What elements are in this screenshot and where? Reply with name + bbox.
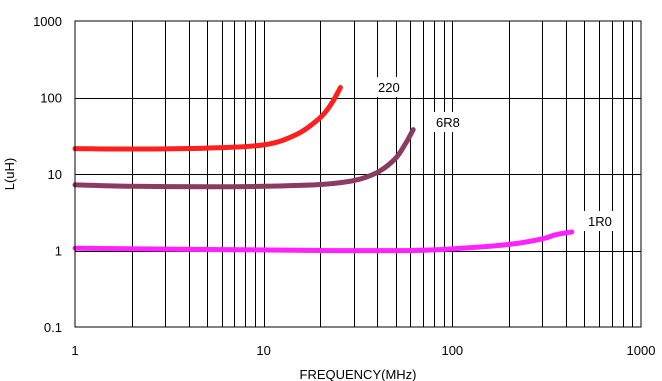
series-label-text: 6R8 [436, 115, 460, 130]
y-tick-label: 100 [40, 91, 62, 106]
y-tick-label: 0.1 [44, 320, 62, 335]
series-label-220: 220 [373, 77, 407, 97]
grid [75, 21, 641, 327]
x-tick-label: 1 [71, 343, 78, 358]
x-axis-label: FREQUENCY(MHz) [300, 367, 417, 381]
x-tick-label: 1000 [627, 343, 656, 358]
x-tick-label: 10 [256, 343, 270, 358]
x-tick-label: 100 [441, 343, 463, 358]
series-line-220 [72, 85, 343, 152]
series-label-text: 220 [378, 80, 400, 95]
y-tick-label: 10 [48, 167, 62, 182]
series-label-text: 1R0 [588, 214, 612, 229]
series-label-1r0: 1R0 [583, 211, 617, 231]
x-tick-labels: 1 10 100 1000 [71, 343, 655, 358]
series-label-background [373, 77, 407, 97]
series-line-6r8 [72, 127, 416, 190]
series-layer [72, 85, 575, 254]
series-line-1r0 [72, 229, 575, 254]
series-label-6r8: 6R8 [431, 112, 465, 132]
series-label-background [431, 112, 465, 132]
plot-frame [74, 20, 642, 328]
series-label-background [583, 211, 617, 231]
y-axis-label: L(uH) [2, 158, 17, 191]
y-tick-label: 1 [55, 244, 62, 259]
y-tick-label: 1000 [33, 14, 62, 29]
y-tick-labels: 0.1 1 10 100 1000 [33, 14, 62, 335]
series-labels: 220 6R8 1R0 [373, 77, 617, 231]
